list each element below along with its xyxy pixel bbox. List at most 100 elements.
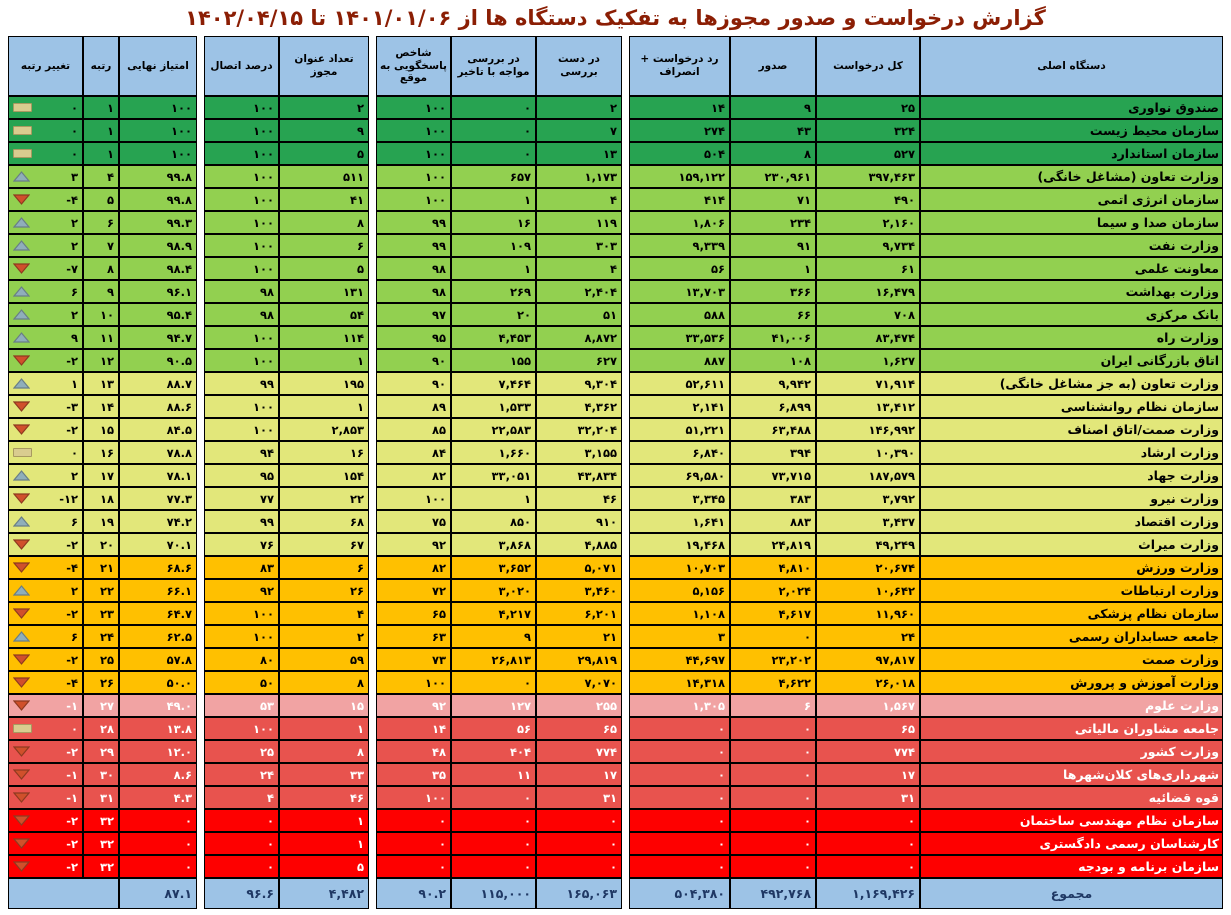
cell-value: ۷۷.۳ [166, 491, 192, 506]
cell-connection: ۱۰۰ [204, 349, 279, 372]
cell-value: ۵۲,۶۱۱ [685, 376, 725, 391]
cell-delayed: ۰ [451, 96, 536, 119]
cell-rejected: ۵۱,۲۲۱ [629, 418, 730, 441]
cell-delayed: ۳,۸۶۸ [451, 533, 536, 556]
cell-titles: ۴ [279, 602, 369, 625]
cell-reviewing: ۸,۸۷۲ [536, 326, 622, 349]
cell-delayed: ۱۱ [451, 763, 536, 786]
cell-connection: ۹۹ [204, 510, 279, 533]
cell-value: ۰ [803, 813, 811, 828]
column-group-gap [197, 395, 204, 418]
cell-rank: ۳۲ [83, 832, 119, 855]
cell-value: ۸۲ [431, 560, 446, 575]
rank-down-icon [13, 608, 30, 619]
cell-reviewing: ۷,۰۷۰ [536, 671, 622, 694]
cell-rank: ۲۱ [83, 556, 119, 579]
cell-rank: ۶ [83, 211, 119, 234]
column-group-gap [369, 671, 376, 694]
cell-total: ۲,۱۶۰ [816, 211, 920, 234]
cell-org: کارشناسان رسمی دادگستری [920, 832, 1223, 855]
column-group-gap [197, 832, 204, 855]
cell-delayed: ۵۶ [451, 717, 536, 740]
rank-up-icon [13, 217, 30, 228]
cell-value: ۹۵ [431, 330, 446, 345]
table-row: وزارت راه ۸۳,۴۷۴ ۴۱,۰۰۶ ۳۳,۵۳۶ ۸,۸۷۲ ۴,۴۵۳ ۹۵ ۱… [8, 326, 1223, 349]
cell-index: ۳۵ [376, 763, 451, 786]
cell-connection: ۲۵ [204, 740, 279, 763]
cell-reviewing: ۵,۰۷۱ [536, 556, 622, 579]
column-group-gap [369, 556, 376, 579]
column-group-gap [622, 395, 629, 418]
cell-score: ۰ [119, 832, 197, 855]
cell-change: ۱ [8, 372, 83, 395]
cell-connection: ۸۰ [204, 648, 279, 671]
header-org: دستگاه اصلی [920, 36, 1223, 96]
column-group-gap [197, 441, 204, 464]
cell-value: ۲۶ [99, 675, 114, 690]
cell-org: وزارت ارتباطات [920, 579, 1223, 602]
cell-value: ۲۲ [99, 583, 114, 598]
cell-rejected: ۰ [629, 786, 730, 809]
cell-org: اتاق بازرگانی ایران [920, 349, 1223, 372]
table-row: صندوق نواوری ۲۵ ۹ ۱۴ ۲ ۰ ۱۰۰ ۲ ۱۰۰ ۱۰۰ ۱ ۰ [8, 96, 1223, 119]
cell-value: ۱۸ [99, 491, 114, 506]
cell-issued: ۶۳,۴۸۸ [730, 418, 816, 441]
cell-value: ۲۴ [900, 629, 915, 644]
cell-total: ۱۱,۹۶۰ [816, 602, 920, 625]
cell-value: ۵ [356, 146, 364, 161]
cell-value: ۱۰۰ [252, 606, 274, 621]
table-row: سازمان صدا و سیما ۲,۱۶۰ ۲۳۴ ۱,۸۰۶ ۱۱۹ ۱۶ ۹۹ ۸ ۱۰… [8, 211, 1223, 234]
cell-value: ۴,۳۶۲ [584, 399, 617, 414]
column-group-gap [622, 211, 629, 234]
cell-value: ۴۰۴ [509, 744, 531, 759]
cell-change: ۲ [8, 579, 83, 602]
cell-score: ۵۰.۰ [119, 671, 197, 694]
cell-score: ۹۶.۱ [119, 280, 197, 303]
cell-value: ۹۹ [259, 514, 274, 529]
cell-change: -۲ [8, 349, 83, 372]
cell-titles: ۸ [279, 671, 369, 694]
cell-titles: ۲ [279, 625, 369, 648]
rank-same-icon [13, 149, 32, 158]
column-group-gap [369, 326, 376, 349]
cell-value: ۰ [184, 813, 192, 828]
cell-value: ۲,۴۰۴ [584, 284, 617, 299]
cell-value: ۰ [70, 146, 78, 161]
cell-value: ۷۰۸ [893, 307, 915, 322]
cell-value: ۱۷ [99, 468, 114, 483]
cell-value: ۹۴.۷ [166, 330, 192, 345]
column-group-gap [622, 372, 629, 395]
cell-change: ۰ [8, 119, 83, 142]
cell-value: ۷۴.۲ [166, 514, 192, 529]
column-group-gap [622, 533, 629, 556]
cell-value: ۱۱۹ [595, 215, 617, 230]
cell-issued: ۴,۸۱۰ [730, 556, 816, 579]
cell-index: ۸۲ [376, 464, 451, 487]
cell-value: ۴,۴۵۳ [498, 330, 531, 345]
cell-change: -۲ [8, 602, 83, 625]
cell-index: ۹۹ [376, 234, 451, 257]
cell-org: وزارت آموزش و پرورش [920, 671, 1223, 694]
cell-value: ۹۰ [431, 376, 446, 391]
column-group-gap [369, 579, 376, 602]
cell-issued: ۶,۸۹۹ [730, 395, 816, 418]
cell-value: ۶۶.۱ [166, 583, 192, 598]
cell-org: وزارت نفت [920, 234, 1223, 257]
cell-value: ۲۹,۸۱۹ [577, 652, 617, 667]
cell-org: وزارت ارشاد [920, 441, 1223, 464]
cell-delayed: ۱,۶۶۰ [451, 441, 536, 464]
column-group-gap [369, 165, 376, 188]
cell-titles: ۸ [279, 740, 369, 763]
cell-value: ۶۵ [602, 721, 617, 736]
cell-value: ۱ [356, 399, 364, 414]
cell-total: ۲۴ [816, 625, 920, 648]
cell-value: ۲۲ [349, 491, 364, 506]
column-group-gap [369, 740, 376, 763]
rank-down-icon [13, 539, 30, 550]
cell-score: ۹۰.۵ [119, 349, 197, 372]
cell-org: وزارت تعاون (مشاغل خانگی) [920, 165, 1223, 188]
cell-value: ۵۶ [710, 261, 725, 276]
report-title: گزارش درخواست و صدور مجوزها به تفکیک دست… [185, 6, 1046, 30]
table-row: وزارت نفت ۹,۷۳۴ ۹۱ ۹,۳۳۹ ۳۰۳ ۱۰۹ ۹۹ ۶ ۱۰۰ ۹۸.۹ ۷ ۲ [8, 234, 1223, 257]
rank-up-icon [13, 516, 30, 527]
